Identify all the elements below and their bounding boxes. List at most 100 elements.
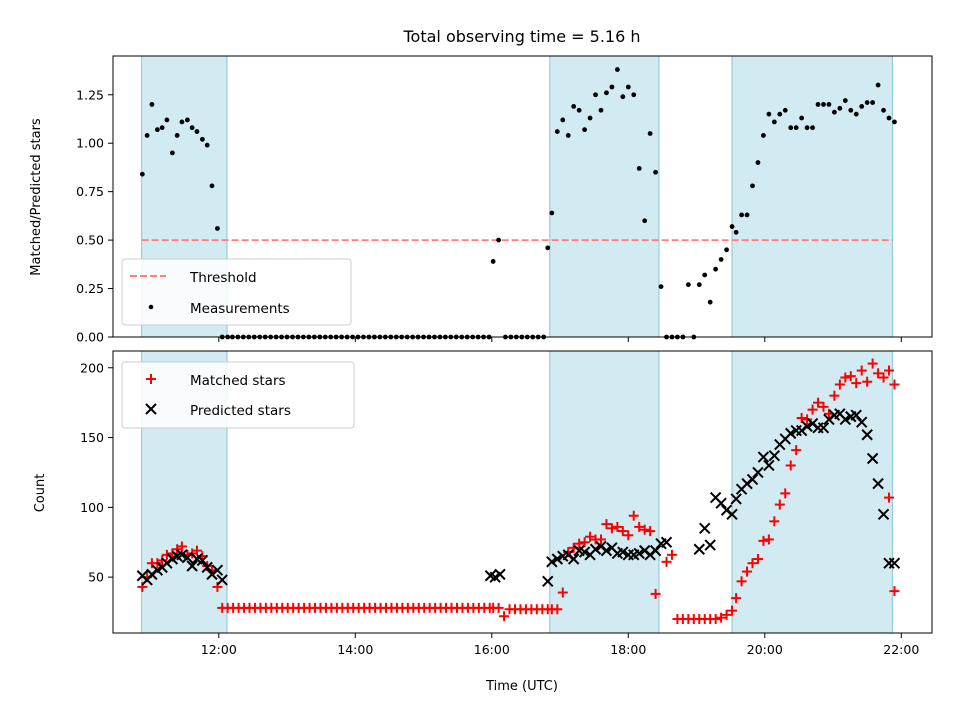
measurement-point: [771, 119, 777, 125]
matched-star-point: [873, 368, 884, 379]
measurement-point: [144, 133, 150, 138]
matched-star-point: [634, 521, 645, 532]
matched-star-point: [721, 609, 732, 620]
measurement-point: [604, 90, 609, 96]
x-axis-label: Time (UTC): [485, 679, 558, 694]
measurement-point: [184, 117, 190, 123]
measurement-point: [761, 133, 766, 138]
predicted-star-point: [542, 575, 554, 588]
y-tick-label-1: 0.25: [76, 281, 104, 296]
measurement-point: [702, 272, 708, 278]
matched-star-point: [763, 534, 774, 545]
predicted-star-point: [567, 553, 580, 565]
matched-star-point: [785, 460, 796, 471]
measurement-point: [837, 105, 843, 111]
measurement-point: [713, 266, 719, 272]
bottom-axes-frame: [112, 350, 933, 634]
measurement-point: [545, 245, 551, 251]
top-series: [139, 67, 897, 340]
predicted-star-point: [763, 459, 775, 472]
measurement-point: [554, 129, 560, 134]
measurement-point: [744, 212, 750, 218]
predicted-star-point: [699, 522, 711, 535]
measurement-point: [194, 129, 200, 134]
measurement-point: [707, 299, 713, 305]
measurement-point: [565, 133, 571, 138]
y-tick-label-0: 0.00: [76, 330, 104, 345]
chart-title: Total observing time = 5.16 h: [402, 27, 640, 46]
predicted-star-point: [877, 508, 890, 521]
measurement-point: [658, 284, 664, 290]
predicted-star-point: [866, 452, 879, 465]
predicted-star-point: [839, 413, 852, 426]
matched-star-point: [606, 523, 617, 534]
matched-star-point: [780, 488, 791, 499]
measurement-point: [560, 117, 566, 123]
measurement-point: [164, 117, 170, 123]
matched-star-point: [727, 605, 738, 616]
matched-star-point: [867, 358, 878, 369]
predicted-star-point: [196, 554, 209, 567]
x-tick-label-0: 12:00: [201, 642, 237, 657]
matched-star-point: [889, 379, 900, 390]
matched-star-point: [666, 549, 677, 560]
x-tick-label-1: 14:00: [337, 642, 373, 657]
matched-star-point: [856, 365, 867, 376]
matched-star-point: [176, 541, 187, 552]
measurement-point: [733, 229, 739, 235]
matched-star-point: [840, 372, 851, 383]
measurement-point: [821, 102, 826, 107]
matched-star-point: [650, 588, 661, 599]
measurement-point: [169, 150, 175, 156]
measurement-point: [174, 133, 180, 138]
measurement-point: [718, 257, 724, 262]
y-tick-label-5: 1.25: [76, 87, 104, 102]
measurement-point: [810, 125, 815, 131]
predicted-star-point: [546, 556, 558, 568]
top-y-axis-label: Matched/Predicted stars: [29, 118, 44, 276]
measurement-point: [179, 119, 185, 125]
y-tick-label-4: 1.00: [76, 136, 104, 151]
matched-star-point: [813, 397, 824, 408]
matched-star-point: [585, 531, 596, 542]
predicted-star-point: [551, 553, 564, 565]
predicted-star-point: [730, 493, 742, 505]
matched-star-point: [851, 378, 862, 389]
predicted-star-point: [817, 422, 830, 434]
measurement-point: [755, 160, 761, 165]
measurement-point: [636, 166, 642, 171]
matched-star-point: [499, 611, 510, 622]
measurement-point: [609, 84, 615, 90]
measurement-point: [892, 119, 897, 125]
predicted-star-point: [578, 546, 591, 558]
bottom-legend-box: [121, 361, 355, 429]
predicted-star-point: [693, 543, 705, 555]
measurement-point: [886, 115, 892, 121]
matched-star-point: [731, 593, 742, 604]
measurement-point: [799, 115, 805, 121]
predicted-star-point: [181, 551, 194, 564]
measurement-point: [782, 107, 788, 113]
matched-star-point: [834, 379, 845, 390]
legend-predicted-label: Predicted stars: [190, 403, 291, 419]
y-tick-label-3: 0.75: [76, 184, 104, 199]
matched-star-point: [716, 612, 727, 623]
legend-measurements-label: Measurements: [190, 301, 290, 317]
matched-star-point: [862, 376, 873, 387]
y-tick-label-0: 50: [88, 570, 104, 585]
predicted-star-point: [704, 539, 716, 551]
measurement-point: [826, 102, 832, 107]
y-tick-label-3: 200: [80, 360, 104, 375]
matched-star-point: [601, 519, 612, 530]
shaded-interval-2: [731, 350, 893, 634]
legend-measurements-swatch: [148, 304, 154, 310]
measurement-point: [582, 127, 588, 133]
measurement-point: [149, 102, 155, 107]
measurement-point: [571, 103, 577, 109]
measurement-point: [815, 102, 821, 107]
bottom-panel: 50 100 150 200 12:00 14:00 16:00 18:00 20:00 22:…: [33, 350, 933, 694]
x-tick-label-5: 22:00: [883, 642, 919, 657]
matched-star-point: [595, 534, 606, 545]
measurement-point: [496, 237, 502, 243]
measurement-point: [598, 107, 604, 113]
